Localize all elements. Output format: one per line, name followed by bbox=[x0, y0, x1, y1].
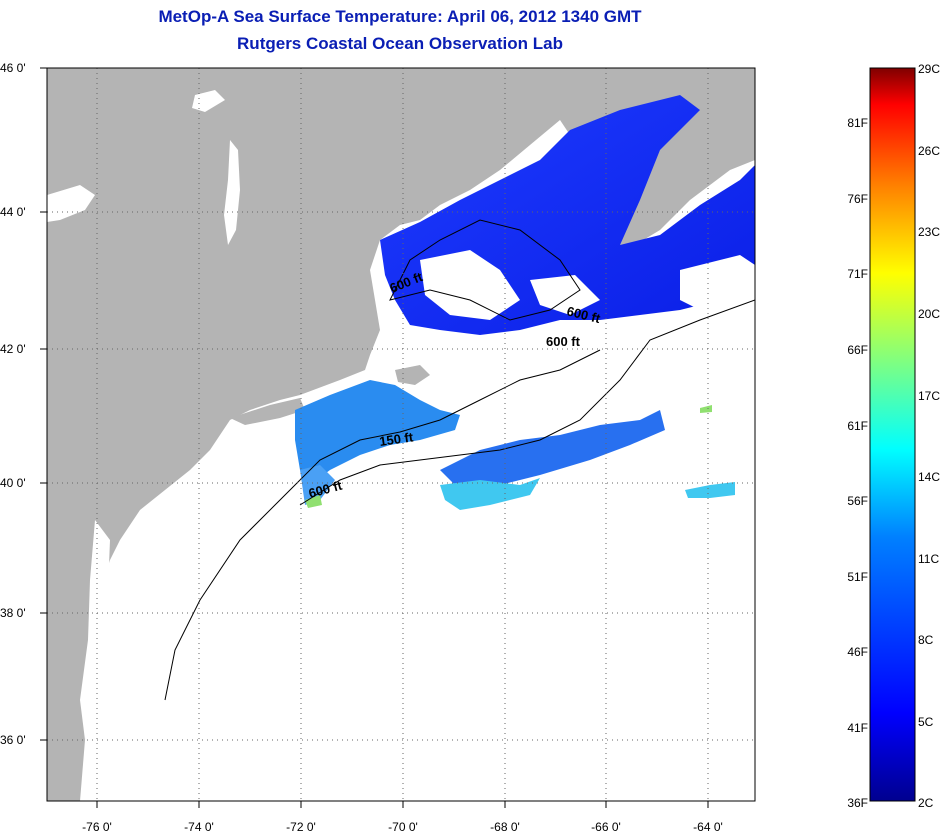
lon-label: -68 0' bbox=[490, 820, 520, 834]
colorbar-label-f: 66F bbox=[847, 343, 868, 357]
sst-green-patch bbox=[305, 495, 322, 508]
contour-600ft bbox=[299, 299, 755, 506]
sst-green-patch bbox=[700, 405, 712, 413]
colorbar-label-c: 26C bbox=[918, 144, 941, 158]
map-title: MetOp-A Sea Surface Temperature: April 0… bbox=[158, 7, 642, 26]
lat-label: 42 0' bbox=[0, 342, 26, 356]
lon-label: -74 0' bbox=[184, 820, 214, 834]
contour-150ft bbox=[164, 349, 601, 701]
lat-label: 40 0' bbox=[0, 476, 26, 490]
lake-ontario bbox=[47, 185, 95, 222]
lon-label: -70 0' bbox=[388, 820, 418, 834]
colorbar-label-f: 81F bbox=[847, 116, 868, 130]
lat-label: 38 0' bbox=[0, 606, 26, 620]
colorbar-label-f: 36F bbox=[847, 796, 868, 810]
lat-label: 44 0' bbox=[0, 205, 26, 219]
sst-new-england-shelf bbox=[295, 380, 460, 485]
colorbar-label-c: 23C bbox=[918, 225, 941, 239]
map-subtitle: Rutgers Coastal Ocean Observation Lab bbox=[237, 34, 563, 53]
contour-label: 150 ft bbox=[378, 429, 414, 449]
lon-label: -72 0' bbox=[286, 820, 316, 834]
graticule bbox=[47, 68, 755, 801]
colorbar-label-f: 56F bbox=[847, 494, 868, 508]
colorbar-label-c: 8C bbox=[918, 633, 934, 647]
map-frame bbox=[46, 67, 756, 802]
colorbar bbox=[869, 67, 916, 802]
colorbar-label-c: 29C bbox=[918, 62, 941, 76]
colorbar-label-c: 14C bbox=[918, 470, 941, 484]
lon-label: -64 0' bbox=[693, 820, 723, 834]
contour-label: 600 ft bbox=[546, 334, 581, 349]
lat-label: 46 0' bbox=[0, 61, 26, 75]
colorbar-label-f: 41F bbox=[847, 721, 868, 735]
sst-warm-patch bbox=[440, 478, 540, 510]
chesapeake-bay bbox=[80, 520, 110, 740]
contour-gulf bbox=[389, 219, 581, 321]
lake-reservoir bbox=[192, 90, 225, 112]
lon-label: -76 0' bbox=[82, 820, 112, 834]
colorbar-label-f: 76F bbox=[847, 192, 868, 206]
land-mainland bbox=[47, 68, 755, 801]
sst-warm-patch-east bbox=[685, 482, 735, 498]
land-cape-cod bbox=[395, 365, 430, 385]
lon-label: -66 0' bbox=[591, 820, 621, 834]
axis-ticks bbox=[40, 67, 709, 808]
lat-label: 36 0' bbox=[0, 733, 26, 747]
colorbar-label-c: 17C bbox=[918, 389, 941, 403]
colorbar-label-f: 51F bbox=[847, 570, 868, 584]
colorbar-label-c: 20C bbox=[918, 307, 941, 321]
lake-champlain bbox=[224, 140, 240, 245]
colorbar-label-c: 11C bbox=[918, 552, 940, 566]
colorbar-label-f: 71F bbox=[847, 267, 868, 281]
colorbar-label-f: 46F bbox=[847, 645, 868, 659]
cloud-patch bbox=[420, 250, 520, 320]
sst-shelf-edge bbox=[440, 410, 665, 490]
delaware-bay bbox=[128, 520, 150, 565]
cloud-patch bbox=[680, 255, 755, 315]
colorbar-label-f: 61F bbox=[847, 419, 868, 433]
sst-near-cape bbox=[300, 465, 335, 505]
cloud-patch bbox=[530, 275, 600, 315]
colorbar-label-c: 5C bbox=[918, 715, 934, 729]
land-long-island bbox=[230, 398, 305, 425]
colorbar-label-c: 2C bbox=[918, 796, 934, 810]
